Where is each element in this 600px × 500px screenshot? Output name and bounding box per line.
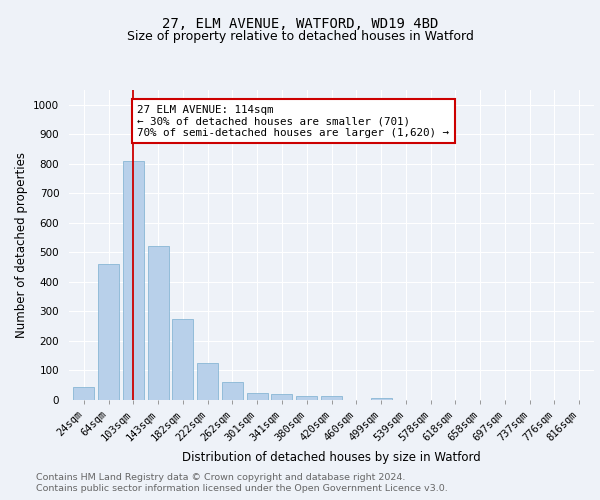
Bar xyxy=(123,161,144,400)
Text: 27, ELM AVENUE, WATFORD, WD19 4BD: 27, ELM AVENUE, WATFORD, WD19 4BD xyxy=(162,18,438,32)
Text: Contains public sector information licensed under the Open Government Licence v3: Contains public sector information licen… xyxy=(36,484,448,493)
Text: Contains HM Land Registry data © Crown copyright and database right 2024.: Contains HM Land Registry data © Crown c… xyxy=(36,472,406,482)
Bar xyxy=(197,363,218,400)
Bar xyxy=(222,382,243,400)
Bar xyxy=(172,319,193,400)
Bar xyxy=(247,392,268,400)
Text: 27 ELM AVENUE: 114sqm
← 30% of detached houses are smaller (701)
70% of semi-det: 27 ELM AVENUE: 114sqm ← 30% of detached … xyxy=(137,105,449,138)
Text: Size of property relative to detached houses in Watford: Size of property relative to detached ho… xyxy=(127,30,473,43)
Bar xyxy=(148,246,169,400)
Bar xyxy=(271,394,292,400)
Bar xyxy=(321,396,342,400)
Bar xyxy=(98,264,119,400)
X-axis label: Distribution of detached houses by size in Watford: Distribution of detached houses by size … xyxy=(182,451,481,464)
Y-axis label: Number of detached properties: Number of detached properties xyxy=(14,152,28,338)
Bar xyxy=(371,398,392,400)
Bar xyxy=(296,396,317,400)
Bar xyxy=(73,386,94,400)
